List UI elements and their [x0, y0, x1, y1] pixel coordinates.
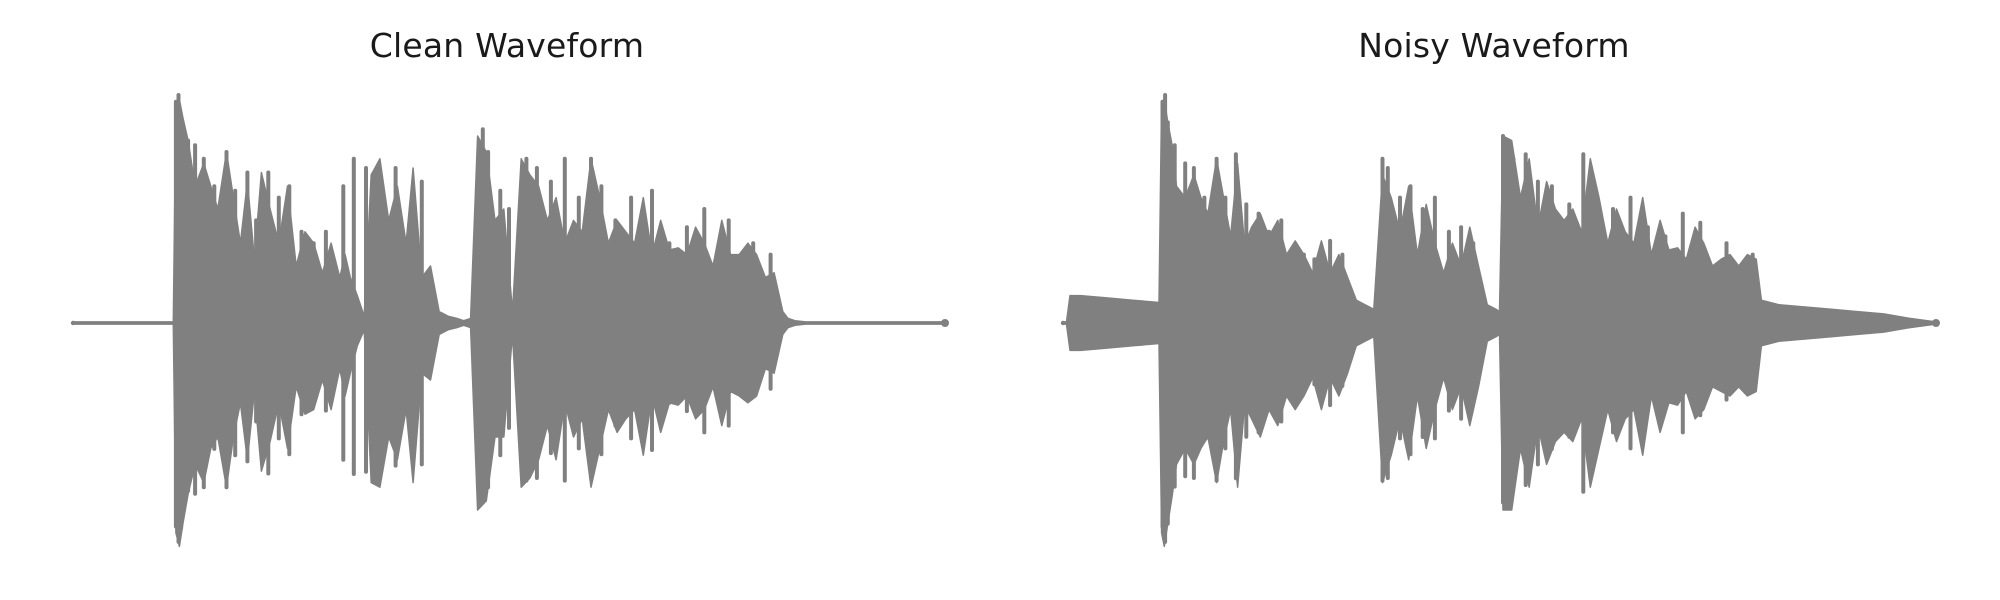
waveform-start-marker: [70, 320, 76, 326]
noisy-waveform-plot: [1060, 93, 1940, 548]
clean-waveform-plot: [70, 93, 949, 548]
clean-waveform-panel: Clean Waveform: [70, 26, 949, 548]
noisy-waveform-title: Noisy Waveform: [1358, 26, 1630, 65]
waveform-end-marker: [941, 319, 949, 327]
waveform-end-marker: [1932, 319, 1940, 327]
clean-waveform-title: Clean Waveform: [369, 26, 645, 65]
waveform-start-marker: [1060, 320, 1066, 326]
noisy-waveform-panel: Noisy Waveform: [1000, 0, 2000, 600]
